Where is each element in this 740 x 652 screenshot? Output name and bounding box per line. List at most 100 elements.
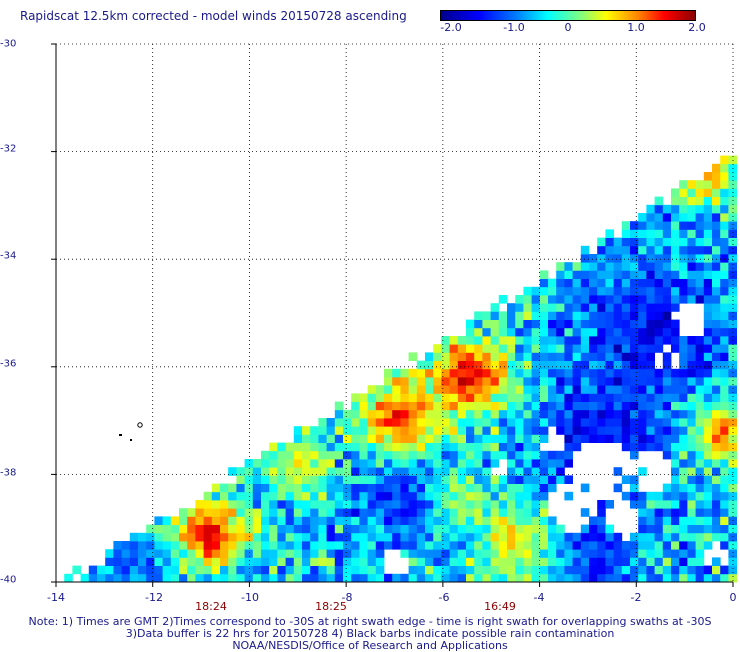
- wind-cell: [621, 418, 631, 427]
- wind-cell: [679, 336, 688, 345]
- wind-cell: [392, 393, 401, 402]
- wind-cell: [318, 450, 327, 460]
- wind-cell: [679, 426, 688, 435]
- wind-cell: [630, 442, 639, 452]
- wind-cell: [597, 295, 606, 304]
- wind-cell: [646, 401, 655, 411]
- wind-cell: [318, 483, 327, 493]
- wind-cell: [548, 360, 557, 370]
- wind-cell: [712, 475, 721, 484]
- wind-cell: [285, 475, 295, 484]
- wind-cell: [548, 541, 557, 550]
- wind-cell: [523, 565, 532, 575]
- wind-cell: [605, 418, 614, 427]
- wind-cell: [597, 368, 606, 378]
- wind-cell: [293, 450, 303, 460]
- wind-cell: [261, 532, 270, 542]
- wind-cell: [211, 549, 221, 558]
- wind-cell: [654, 303, 664, 312]
- wind-cell: [613, 336, 623, 345]
- wind-cell: [425, 516, 434, 525]
- wind-cell: [515, 426, 524, 435]
- wind-cell: [318, 475, 327, 484]
- wind-cell: [482, 475, 491, 484]
- wind-cell: [375, 459, 385, 468]
- wind-cell: [507, 360, 516, 370]
- wind-cell: [441, 352, 450, 361]
- wind-cell: [539, 491, 549, 501]
- wind-cell: [613, 286, 623, 296]
- wind-cell: [564, 278, 573, 288]
- wind-cell: [490, 352, 500, 361]
- wind-cell: [441, 508, 450, 517]
- wind-cell: [556, 426, 565, 435]
- wind-cell: [302, 491, 311, 501]
- wind-cell: [572, 360, 582, 370]
- wind-cell: [687, 295, 696, 304]
- wind-cell: [457, 565, 467, 575]
- wind-cell: [671, 327, 680, 337]
- wind-cell: [589, 262, 598, 271]
- wind-cell: [261, 483, 270, 493]
- wind-cell: [384, 508, 393, 517]
- wind-cell: [326, 549, 336, 558]
- wind-cell: [326, 418, 336, 427]
- wind-cell: [654, 418, 664, 427]
- wind-cell: [531, 360, 541, 370]
- wind-cell: [597, 245, 606, 255]
- wind-cell: [703, 401, 713, 411]
- x-tick-label: -10: [241, 591, 259, 604]
- wind-cell: [498, 532, 508, 542]
- wind-cell: [556, 450, 565, 460]
- wind-cell: [310, 516, 319, 525]
- wind-cell: [654, 532, 664, 542]
- wind-cell: [515, 508, 524, 517]
- wind-cell: [482, 377, 491, 386]
- wind-cell: [646, 368, 655, 378]
- wind-cell: [482, 442, 491, 452]
- wind-cell: [580, 565, 590, 575]
- wind-cell: [539, 418, 549, 427]
- wind-cell: [646, 262, 655, 271]
- wind-cell: [679, 557, 688, 566]
- wind-cell: [138, 557, 147, 566]
- wind-cell: [220, 483, 229, 493]
- wind-cell: [728, 401, 737, 411]
- wind-cell: [285, 467, 295, 476]
- wind-cell: [671, 295, 680, 304]
- wind-cell: [318, 467, 327, 476]
- wind-cell: [293, 524, 303, 534]
- wind-cell: [597, 303, 606, 312]
- wind-cell: [507, 467, 516, 476]
- wind-cell: [671, 524, 680, 534]
- wind-cell: [334, 508, 344, 517]
- wind-cell: [375, 442, 385, 452]
- wind-cell: [482, 450, 491, 460]
- wind-cell: [580, 573, 590, 583]
- colorbar: [440, 10, 696, 21]
- wind-cell: [72, 565, 81, 575]
- wind-cell: [679, 245, 688, 255]
- wind-cell: [326, 500, 336, 509]
- wind-cell: [679, 213, 688, 222]
- wind-cell: [564, 385, 573, 394]
- wind-cell: [507, 475, 516, 484]
- wind-cell: [252, 541, 262, 550]
- wind-cell: [572, 278, 582, 288]
- wind-cell: [457, 385, 467, 394]
- wind-cell: [720, 155, 729, 165]
- y-tick-label: -40: [0, 574, 17, 586]
- wind-cell: [679, 459, 688, 468]
- wind-cell: [646, 237, 655, 247]
- wind-cell: [679, 221, 688, 230]
- wind-cell: [220, 500, 229, 509]
- wind-cell: [129, 549, 139, 558]
- wind-cell: [252, 459, 262, 468]
- wind-cell: [712, 221, 721, 230]
- wind-cell: [343, 418, 352, 427]
- wind-cell: [712, 204, 721, 214]
- wind-cell: [556, 557, 565, 566]
- wind-cell: [498, 483, 508, 493]
- wind-cell: [646, 295, 655, 304]
- wind-cell: [318, 459, 327, 468]
